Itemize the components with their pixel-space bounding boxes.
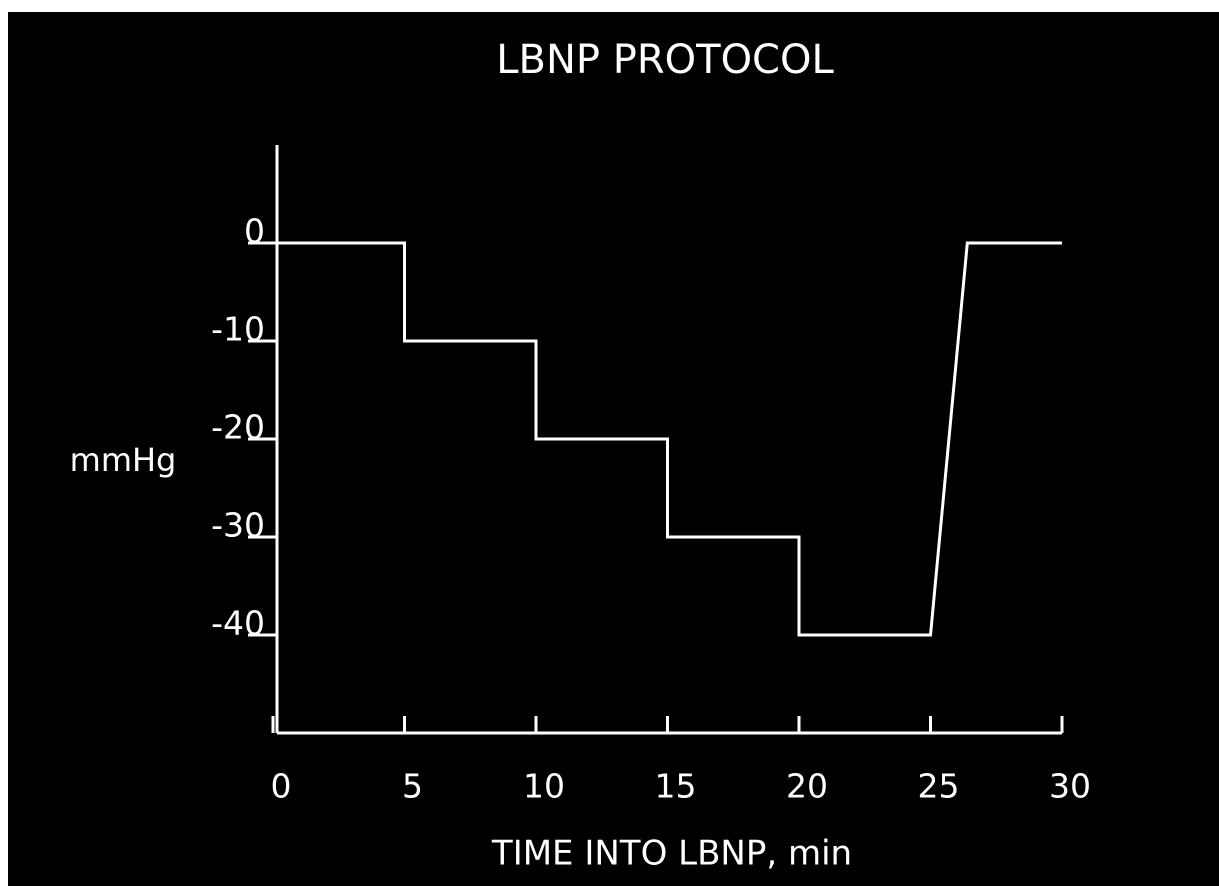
x-tick-label: 25: [918, 767, 960, 806]
x-tick-label: 15: [655, 767, 697, 806]
y-axis-label: mmHg: [70, 441, 177, 479]
x-tick-label: 20: [786, 767, 828, 806]
x-tick-label: 0: [271, 767, 292, 806]
chart-title: LBNP PROTOCOL: [496, 37, 834, 83]
y-tick-label: -20: [211, 408, 265, 447]
y-tick-label: -30: [211, 506, 265, 545]
x-axis-label: TIME INTO LBNP, min: [491, 834, 852, 874]
x-tick-label: 30: [1049, 767, 1091, 806]
y-tick-label: -40: [211, 604, 265, 643]
y-tick-label: -10: [211, 310, 265, 349]
line: [273, 241, 1062, 637]
x-tick-label: 10: [523, 767, 565, 806]
background: [8, 12, 1219, 886]
x-tick-label: 5: [402, 767, 423, 806]
y-tick-label: 0: [244, 212, 265, 251]
